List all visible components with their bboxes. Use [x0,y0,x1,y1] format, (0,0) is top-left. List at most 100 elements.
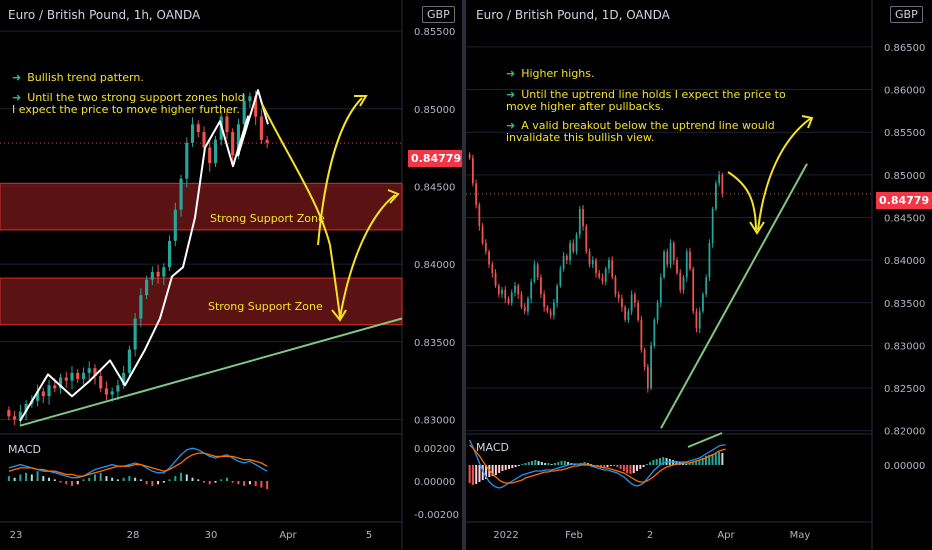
macd-histogram-bar [714,453,717,465]
candle-body [608,260,610,269]
macd-histogram-bar [504,465,507,470]
candle-body [698,311,701,329]
x-tick-label: Feb [565,530,583,541]
panel-divider[interactable] [462,0,466,550]
y-tick-label: 0.83500 [414,338,455,349]
chart-panel-1d[interactable]: 0.86500 0.86000 0.85500 0.85000 0.84500 0.840… [466,0,932,550]
candle-body [471,157,474,184]
candle-body [53,385,57,389]
candle-body [672,243,675,261]
macd-histogram-bar [139,479,142,481]
arrow-right-icon: ➜ [12,91,22,104]
macd-histogram-bar [560,461,563,465]
arrow-head-icon [354,95,368,107]
candle-body [588,251,591,265]
candle-body [150,271,154,280]
candle-body [624,307,627,320]
macd-histogram-bar [122,477,125,481]
y-tick-label: 0.83000 [884,341,925,352]
macd-line [469,439,726,489]
x-tick-label: Apr [717,530,735,541]
macd-histogram-bar [508,465,511,469]
candle-body [715,183,717,209]
candle-body [70,372,74,381]
candle-body [682,277,685,290]
arrow-head-icon [387,189,400,204]
candle-body [552,302,555,316]
chart-canvas-1h[interactable]: 0.85500 0.85000 0.84500 0.84000 0.83500 0.830… [0,0,462,550]
chart-canvas-1d[interactable]: 0.86500 0.86000 0.85500 0.85000 0.84500 0.840… [466,0,932,550]
candle-body [601,277,604,282]
candle-body [646,366,649,389]
macd-histogram-bar [30,474,33,481]
macd-histogram-bar [485,465,488,479]
y-tick-label: 0.84500 [884,214,925,225]
candle-body [87,368,91,373]
candle-body [110,391,114,395]
macd-histogram-bar [639,465,642,469]
arrow-head-icon [331,309,347,322]
y-tick-label: 0.85500 [884,128,925,139]
macd-histogram-bar [111,477,114,481]
candle-body [510,292,513,303]
macd-histogram-bar [220,479,223,481]
price-path-drawing [19,89,269,422]
macd-histogram-bar [266,481,269,490]
y-tick-label: 0.86500 [884,43,925,54]
macd-histogram-bar [48,477,51,481]
candle-body [133,318,137,350]
macd-histogram-bar [197,479,200,481]
candle-body [575,234,578,252]
macd-histogram-bar [695,461,698,465]
macd-histogram-bar [105,476,108,481]
candle-body [676,260,678,273]
macd-histogram-bar [478,465,481,482]
macd-histogram-bar [7,476,10,481]
macd-histogram-bar [248,481,251,485]
candle-body [520,294,523,308]
candle-body [611,260,614,278]
candle-body [24,403,28,412]
macd-histogram-bar [655,459,658,465]
support-zone [0,182,403,231]
macd-histogram-bar [88,477,91,481]
macd-histogram-bar [534,460,537,465]
macd-histogram-bar [162,481,165,483]
y-tick-label: 0.83500 [884,299,925,310]
macd-histogram-bar [501,465,504,471]
candle-body [718,174,721,184]
candle-body [58,377,63,389]
arrow-right-icon: ➜ [506,67,516,80]
currency-badge[interactable]: GBP [890,6,923,23]
currency-badge[interactable]: GBP [422,6,455,23]
macd-histogram-bar [681,463,684,465]
macd-histogram-bar [174,476,177,481]
candle-body [7,410,11,417]
candle-body [556,285,559,303]
macd-histogram-bar [59,481,62,483]
macd-histogram-bar [471,465,474,485]
macd-histogram-bar [708,455,711,465]
candle-body [663,251,665,278]
macd-histogram-bar [19,474,22,481]
candle-body [721,174,724,194]
candle-body [695,311,698,329]
y-tick-label: 0.84000 [414,260,455,271]
macd-label: MACD [8,443,41,456]
projection-curve [261,103,341,319]
candle-body [633,294,636,303]
candle-body [569,243,571,261]
candle-body [93,368,97,376]
macd-histogram-bar [662,457,665,465]
candle-body [614,277,617,295]
candle-body [468,154,471,158]
macd-tick-label: 0.00200 [414,444,455,455]
macd-tick-label: 0.00000 [414,477,455,488]
macd-histogram-bar [468,465,471,483]
chart-panel-1h[interactable]: 0.85500 0.85000 0.84500 0.84000 0.83500 0.830… [0,0,462,550]
candle-body [484,243,487,252]
macd-histogram-bar [547,463,550,465]
candle-body [18,411,22,420]
macd-histogram-bar [659,458,661,465]
projection-curve [727,171,757,233]
